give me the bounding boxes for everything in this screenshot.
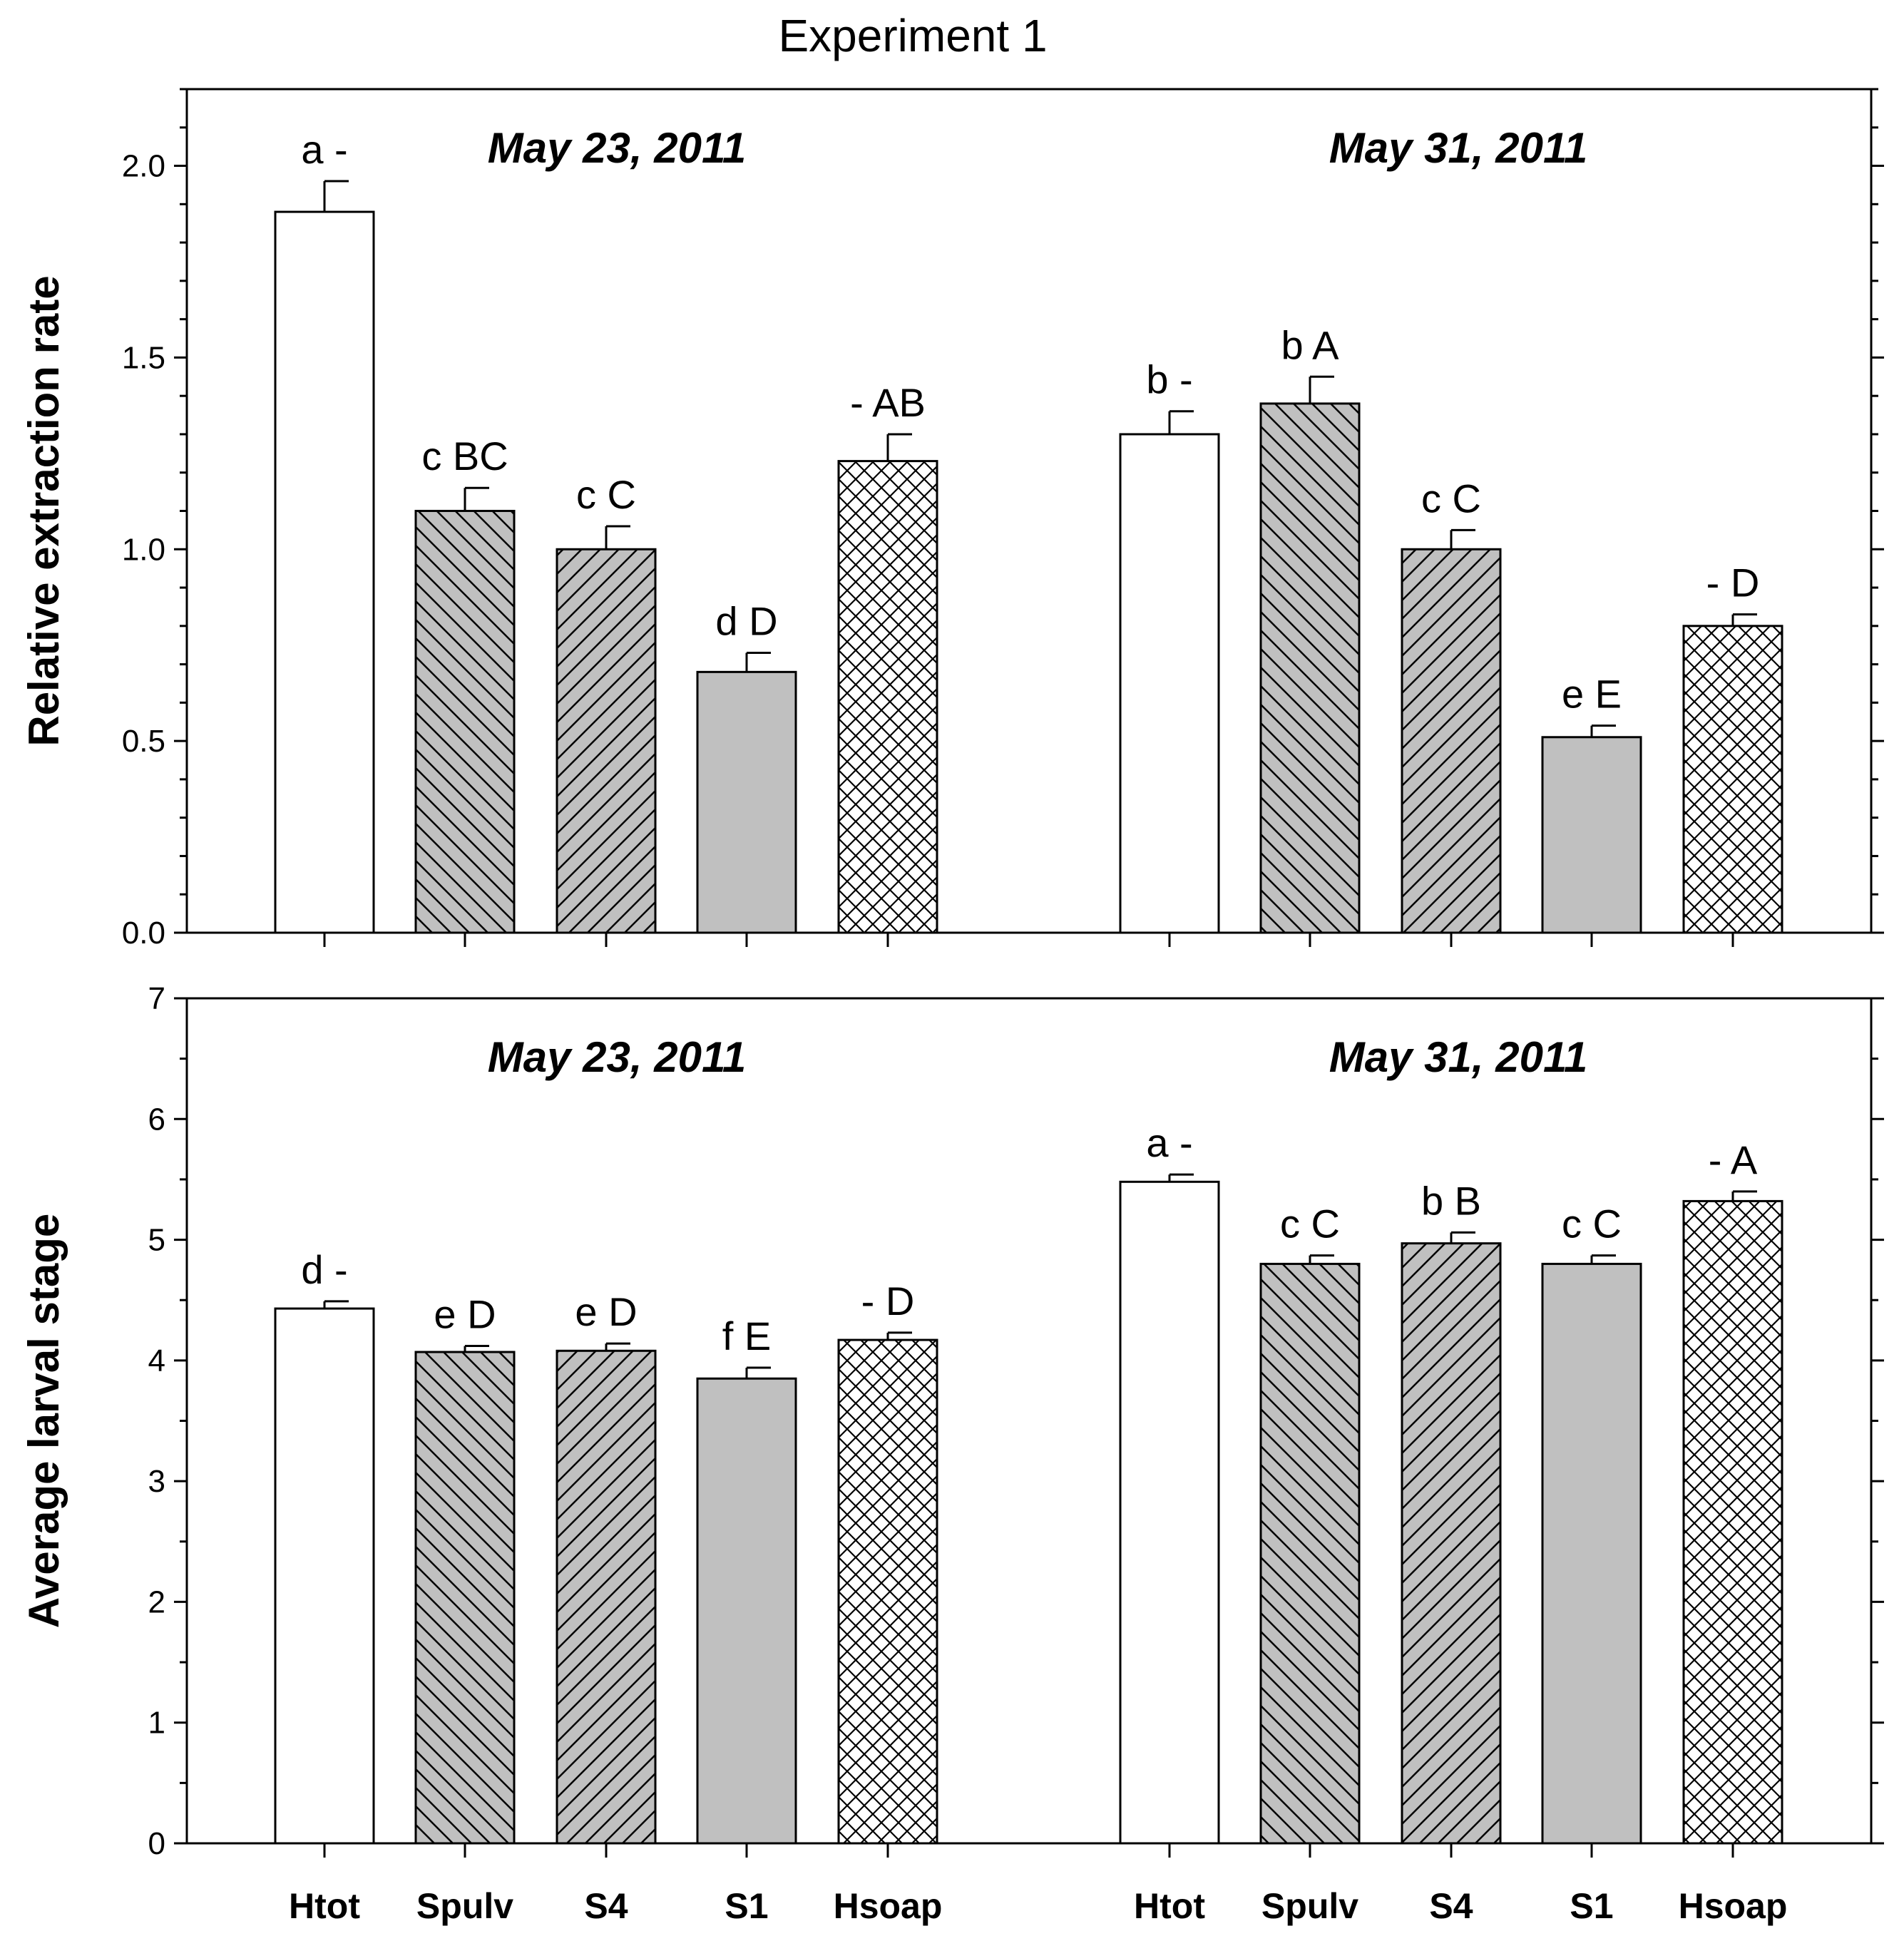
group-date-label: May 31, 2011 [1329,1033,1588,1081]
significance-label: e D [434,1292,496,1337]
significance-label: d - [301,1247,347,1292]
significance-label: e E [1562,672,1622,717]
chart-title: Experiment 1 [778,10,1047,61]
significance-label: a - [1146,1120,1192,1165]
y-tick-label: 7 [148,981,165,1016]
bar-pattern [416,511,514,933]
panel-1: 0.0 0.5 1.0 1.5 2.0 Relative extraction rate M… [20,88,1884,951]
y-tick-label: 1 [148,1706,165,1741]
bar-pattern [557,549,655,933]
bar-s1 [1542,1264,1641,1843]
significance-label: - D [861,1279,915,1323]
significance-label: c C [1421,476,1481,521]
bar-pattern [1402,1243,1500,1843]
x-category-label: Htot [289,1886,360,1926]
significance-label: b A [1281,322,1340,367]
y-tick-label: 1.5 [122,340,165,375]
group-date-label: May 31, 2011 [1329,124,1588,172]
y-tick-label: 3 [148,1464,165,1499]
bar-pattern [1261,403,1359,933]
bar-s1 [1542,737,1641,933]
y-axis-label: Relative extraction rate [20,275,68,746]
y-tick-label: 6 [148,1102,165,1137]
significance-label: b - [1146,357,1192,402]
significance-label: a - [301,127,347,172]
group-date-label: May 23, 2011 [488,124,747,172]
bar-pattern [416,1352,514,1843]
bar-pattern [1684,625,1782,933]
x-category-label: Spulv [416,1886,513,1926]
y-tick-label: 2.0 [122,149,165,184]
significance-label: - D [1706,560,1760,605]
significance-label: - AB [850,380,926,425]
bar-pattern [1684,1201,1782,1843]
x-category-label: S1 [725,1886,768,1926]
bar-htot [1120,1182,1219,1843]
bar-pattern [839,461,937,933]
significance-label: e D [575,1289,637,1334]
significance-label: - A [1709,1137,1758,1182]
bar-htot [275,212,374,933]
x-category-label: Spulv [1261,1886,1358,1926]
bar-pattern [1261,1264,1359,1843]
significance-label: c C [1280,1202,1340,1246]
y-tick-label: 1.0 [122,532,165,567]
x-category-label: S1 [1570,1886,1613,1926]
bar-pattern [839,1340,937,1843]
significance-label: c C [1562,1202,1622,1246]
y-tick-label: 4 [148,1343,165,1378]
significance-label: b B [1421,1178,1481,1223]
significance-label: d D [715,598,777,643]
y-tick-label: 0.5 [122,724,165,759]
bar-pattern [1402,549,1500,933]
bar-pattern [557,1351,655,1843]
bar-htot [275,1308,374,1843]
significance-label: f E [722,1313,771,1358]
bar-htot [1120,434,1219,933]
bar-s1 [697,1378,796,1843]
significance-label: c BC [421,434,508,478]
y-tick-label: 5 [148,1223,165,1258]
y-tick-label: 0 [148,1826,165,1861]
x-category-label: Hsoap [1679,1886,1788,1926]
significance-label: c C [576,472,636,517]
panel-2: 0 1 2 3 4 5 6 7 Average larval stage May 23, 2011… [20,981,1884,1926]
x-category-label: Htot [1134,1886,1205,1926]
bar-s1 [697,672,796,933]
y-tick-label: 2 [148,1584,165,1619]
y-tick-label: 0.0 [122,916,165,951]
x-category-label: Hsoap [834,1886,943,1926]
y-axis-label: Average larval stage [20,1214,68,1628]
x-category-label: S4 [584,1886,628,1926]
x-category-label: S4 [1429,1886,1473,1926]
group-date-label: May 23, 2011 [488,1033,747,1081]
